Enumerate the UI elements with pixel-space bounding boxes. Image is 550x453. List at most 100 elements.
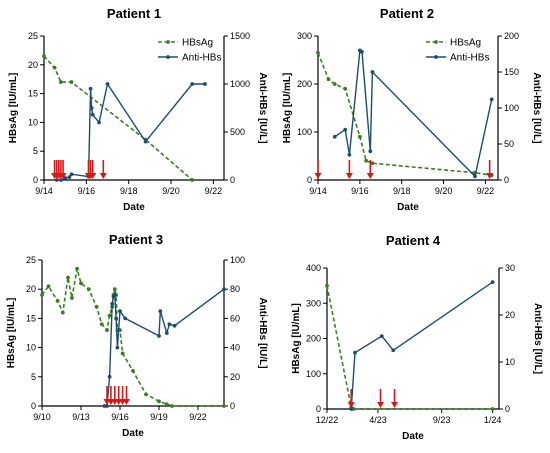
left-y-tick-label: 15 — [28, 89, 38, 99]
x-tick-label: 9/19 — [150, 412, 168, 422]
hbsag-data-point — [364, 158, 369, 163]
x-tick-label: 9/18 — [393, 186, 411, 196]
treatment-arrow-icon — [59, 160, 67, 179]
hbsag-series-line — [317, 52, 492, 176]
antihbs-data-point — [105, 82, 110, 86]
right-y-tick-label: 150 — [504, 67, 519, 77]
right-y-tick-label: 20 — [230, 372, 240, 382]
antihbs-data-point — [90, 112, 95, 117]
arrow-head — [314, 173, 322, 179]
legend-antihbs-marker — [434, 55, 438, 59]
left-y-tick-label: 10 — [26, 343, 36, 353]
hbsag-data-point — [343, 86, 348, 91]
antihbs-data-point — [112, 293, 117, 297]
arrow-head — [89, 173, 97, 179]
antihbs-data-point — [379, 334, 384, 339]
arrow-head — [366, 173, 374, 179]
antihbs-data-point — [349, 407, 354, 411]
hbsag-data-point — [40, 293, 44, 297]
antihbs-data-point — [88, 86, 93, 91]
x-tick-label: 9/14 — [309, 186, 327, 196]
hbsag-data-point — [222, 404, 226, 408]
antihbs-data-point — [158, 309, 163, 313]
x-tick-label: 9/18 — [120, 186, 138, 196]
antihbs-data-point — [347, 152, 352, 157]
antihbs-data-point — [490, 280, 495, 284]
right-y-tick-label: 20 — [505, 310, 515, 320]
right-y-tick-label: 60 — [230, 313, 240, 323]
left-y-axis-label: HBsAg [IU/mL] — [6, 298, 17, 369]
treatment-arrow-icon — [391, 389, 399, 408]
antihbs-data-point — [473, 174, 477, 179]
chart-title: Patient 3 — [109, 232, 163, 247]
legend-hbsag-marker — [434, 40, 438, 44]
antihbs-series-line — [334, 49, 493, 178]
left-y-tick-label: 300 — [297, 31, 312, 41]
x-tick-label: 9/22 — [189, 412, 207, 422]
legend-antihbs-label: Anti-HBs — [450, 53, 489, 64]
antihbs-data-point — [157, 334, 161, 338]
antihbs-data-point — [172, 323, 177, 328]
antihbs-data-point — [63, 176, 68, 180]
treatment-arrow-icon — [377, 389, 385, 408]
legend-hbsag-label: HBsAg — [450, 38, 481, 49]
hbsag-data-point — [66, 275, 70, 280]
chart-title: Patient 1 — [107, 6, 161, 21]
hbsag-data-point — [120, 351, 125, 356]
hbsag-data-point — [107, 313, 112, 318]
left-y-tick-label: 0 — [307, 175, 312, 185]
arrow-head — [486, 173, 494, 179]
x-axis-label: Date — [122, 428, 144, 439]
right-y-tick-label: 0 — [505, 404, 510, 414]
panel-patient-3: Patient 3 0 5 10 15 20 25 0 20 40 60 80 100 9/10 9/13 9… — [6, 232, 268, 439]
right-y-tick-label: 10 — [505, 357, 515, 367]
hbsag-data-point — [131, 369, 135, 373]
antihbs-data-point — [190, 82, 195, 86]
panel-patient-4: Patient 4 0 100 200 300 400 0 10 20 30 12/22 4/23 9/… — [291, 233, 543, 442]
chart-title: Patient 4 — [386, 233, 441, 248]
treatment-arrow-icon — [366, 160, 374, 179]
left-y-tick-label: 25 — [26, 255, 36, 265]
hbsag-data-point — [75, 266, 79, 271]
antihbs-data-point — [102, 404, 107, 408]
x-tick-label: 9/10 — [33, 412, 51, 422]
left-y-axis-label: HBsAg [IU/mL] — [282, 73, 293, 144]
right-y-tick-label: 200 — [504, 31, 519, 41]
right-y-tick-label: 0 — [230, 175, 235, 185]
hbsag-data-point — [490, 407, 495, 411]
antihbs-series-line — [104, 288, 225, 407]
left-y-tick-label: 200 — [306, 334, 321, 344]
right-y-tick-label: 100 — [230, 255, 245, 265]
antihbs-data-point — [123, 316, 128, 321]
antihbs-data-point — [203, 82, 207, 86]
left-y-tick-label: 300 — [306, 298, 321, 308]
arrow-head — [99, 173, 107, 179]
antihbs-data-point — [107, 374, 112, 379]
right-y-axis-label: Anti-HBs [IU/L] — [257, 72, 268, 143]
hbsag-data-point — [79, 281, 83, 286]
right-y-tick-label: 1000 — [230, 79, 250, 89]
left-y-tick-label: 0 — [33, 175, 38, 185]
hbsag-data-point — [59, 80, 63, 84]
right-y-tick-label: 40 — [230, 343, 240, 353]
x-tick-label: 9/14 — [35, 186, 53, 196]
x-tick-label: 9/16 — [111, 412, 129, 422]
panel-patient-2: Patient 2 0 100 200 300 0 50 100 150 200 9/14 9/16 9… — [282, 6, 542, 213]
legend-hbsag-marker — [166, 40, 170, 44]
hbsag-data-point — [60, 310, 65, 315]
hbsag-data-point — [42, 54, 46, 59]
antihbs-data-point — [143, 139, 148, 144]
antihbs-data-point — [167, 322, 172, 327]
antihbs-series-line — [56, 82, 205, 181]
left-y-tick-label: 5 — [33, 146, 38, 156]
hbsag-data-point — [46, 284, 51, 289]
treatment-arrow-icon — [345, 160, 353, 179]
left-y-tick-label: 15 — [26, 313, 36, 323]
hbsag-data-point — [70, 296, 74, 300]
antihbs-data-point — [343, 127, 348, 132]
hbsag-data-point — [157, 399, 161, 404]
antihbs-data-point — [115, 345, 120, 350]
hbsag-data-point — [370, 161, 375, 166]
legend-antihbs-marker — [166, 55, 170, 59]
